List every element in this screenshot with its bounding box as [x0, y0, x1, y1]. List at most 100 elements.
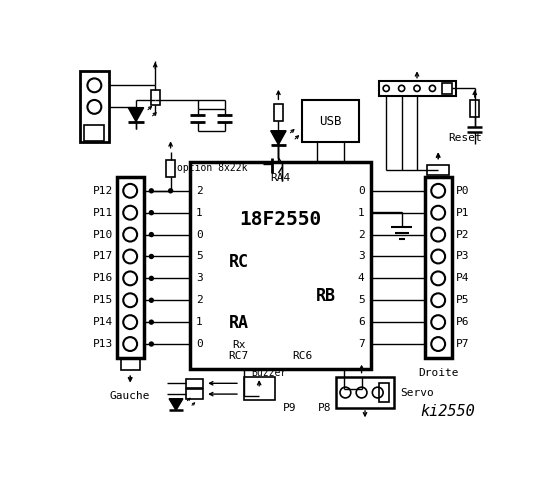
Text: 5: 5 [358, 295, 364, 305]
Text: P2: P2 [456, 229, 470, 240]
Text: Droite: Droite [418, 368, 458, 378]
Circle shape [372, 387, 383, 398]
Text: USB: USB [319, 115, 342, 128]
Text: Gauche: Gauche [110, 391, 150, 401]
Circle shape [414, 85, 420, 92]
Text: P6: P6 [456, 317, 470, 327]
Circle shape [123, 250, 137, 264]
Circle shape [149, 188, 154, 193]
Circle shape [399, 85, 405, 92]
Text: RC7: RC7 [228, 350, 249, 360]
Bar [190, 162, 371, 370]
Text: P9: P9 [283, 403, 297, 413]
Circle shape [429, 85, 436, 92]
Text: Buzzer: Buzzer [252, 368, 286, 378]
Circle shape [149, 254, 154, 259]
Text: P1: P1 [456, 208, 470, 218]
Bar [425, 177, 452, 358]
Text: 3: 3 [196, 274, 203, 283]
Bar [117, 177, 144, 358]
Text: RA4: RA4 [270, 173, 290, 183]
Bar [378, 384, 389, 402]
Text: Reset: Reset [448, 133, 482, 144]
Circle shape [431, 337, 445, 351]
Circle shape [149, 341, 154, 347]
Circle shape [123, 293, 137, 307]
Circle shape [149, 232, 154, 237]
Text: 4: 4 [358, 274, 364, 283]
Text: P5: P5 [456, 295, 470, 305]
Circle shape [431, 250, 445, 264]
Bar [301, 100, 359, 142]
Text: 0: 0 [358, 186, 364, 196]
Circle shape [87, 100, 101, 114]
Circle shape [149, 320, 154, 325]
Text: 2: 2 [196, 295, 203, 305]
Bar [80, 72, 109, 142]
Circle shape [123, 272, 137, 285]
Text: 0: 0 [196, 339, 203, 349]
Text: RC: RC [229, 252, 249, 271]
Bar [244, 377, 274, 400]
Text: 2: 2 [358, 229, 364, 240]
Circle shape [356, 387, 367, 398]
Text: Rx: Rx [232, 340, 246, 350]
Bar [336, 377, 394, 408]
Circle shape [123, 184, 137, 198]
Text: P11: P11 [92, 208, 113, 218]
Bar [186, 389, 203, 399]
Text: 7: 7 [358, 339, 364, 349]
Bar [378, 81, 456, 96]
Bar [121, 360, 140, 370]
Circle shape [431, 184, 445, 198]
Text: 6: 6 [358, 317, 364, 327]
Bar [427, 165, 450, 175]
Bar [166, 160, 175, 177]
Circle shape [431, 293, 445, 307]
Text: P0: P0 [456, 186, 470, 196]
Text: 3: 3 [358, 252, 364, 262]
Text: option 8x22k: option 8x22k [177, 163, 247, 173]
Text: P16: P16 [92, 274, 113, 283]
Text: 5: 5 [196, 252, 203, 262]
Text: P10: P10 [92, 229, 113, 240]
Text: P17: P17 [92, 252, 113, 262]
Bar [150, 90, 160, 105]
Text: P14: P14 [92, 317, 113, 327]
Text: P12: P12 [92, 186, 113, 196]
Circle shape [149, 298, 154, 303]
Circle shape [431, 228, 445, 241]
Text: P15: P15 [92, 295, 113, 305]
Text: 0: 0 [196, 229, 203, 240]
Text: 1: 1 [358, 208, 364, 218]
Text: P4: P4 [456, 274, 470, 283]
Text: RC6: RC6 [292, 350, 312, 360]
Circle shape [123, 228, 137, 241]
Circle shape [168, 188, 173, 193]
Circle shape [340, 387, 351, 398]
Text: P13: P13 [92, 339, 113, 349]
Circle shape [149, 276, 154, 281]
Bar [442, 83, 452, 94]
Bar [470, 100, 479, 117]
Text: P8: P8 [318, 403, 331, 413]
Circle shape [123, 337, 137, 351]
Circle shape [383, 85, 389, 92]
Text: 1: 1 [196, 208, 203, 218]
Polygon shape [128, 108, 144, 121]
Text: 1: 1 [196, 317, 203, 327]
Polygon shape [271, 131, 286, 144]
Circle shape [123, 315, 137, 329]
Bar [186, 379, 203, 388]
Circle shape [123, 206, 137, 220]
Bar [274, 104, 283, 121]
Text: 2: 2 [196, 186, 203, 196]
Circle shape [149, 210, 154, 216]
Text: RB: RB [316, 288, 336, 305]
Circle shape [87, 78, 101, 92]
Text: P7: P7 [456, 339, 470, 349]
Text: Servo: Servo [400, 387, 434, 397]
Circle shape [431, 272, 445, 285]
Bar [85, 125, 105, 141]
Text: P3: P3 [456, 252, 470, 262]
